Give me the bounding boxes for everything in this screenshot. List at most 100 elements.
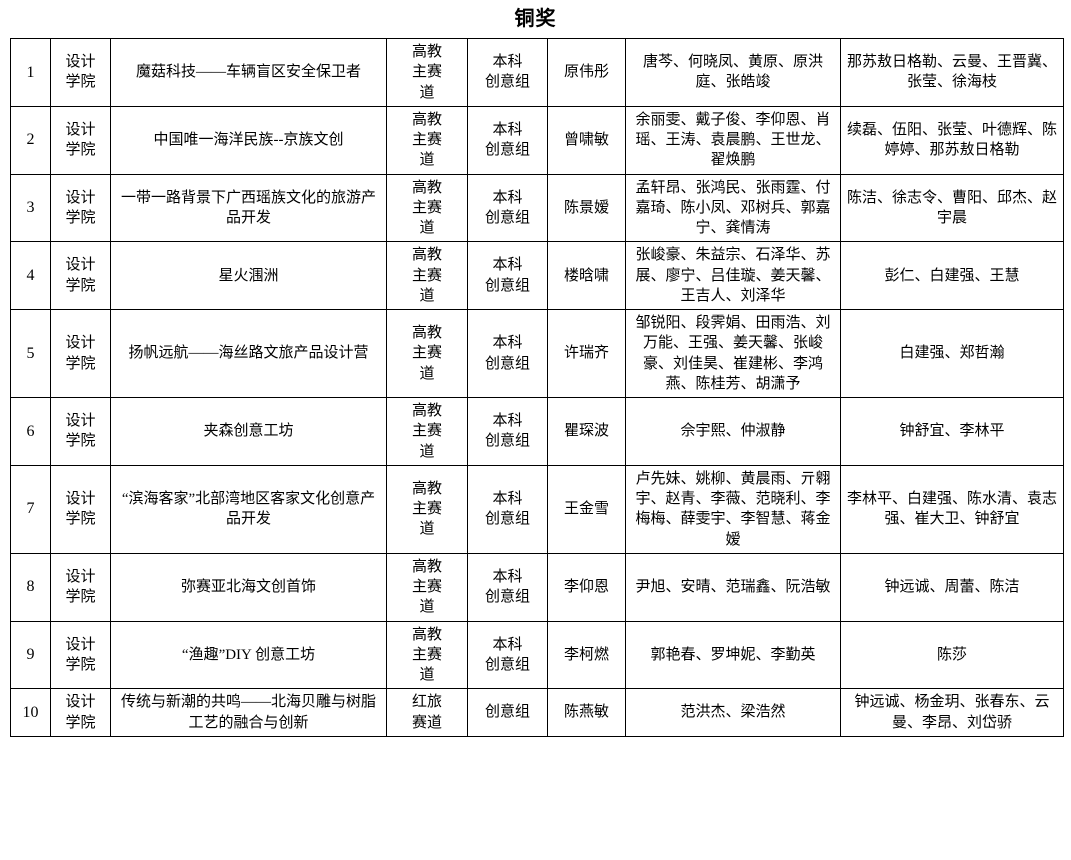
table-row: 3 设计 学院 一带一路背景下广西瑶族文化的旅游产品开发 高教 主赛道本科 创意组 陈景嫒 孟轩… [10,173,1064,243]
cell-line: 创意组 [484,589,530,606]
cell-college: 设计 学院 [50,397,111,466]
cell-project: 一带一路背景下广西瑶族文化的旅游产品开发 [110,173,387,243]
cell-line: 高教 [411,558,442,575]
cell-college: 设计 学院 [50,173,111,243]
cell-leader: 原伟彤 [547,38,626,107]
cell-leader: 王金雪 [547,464,626,554]
cell-line: 本科 [492,121,523,138]
cell-index: 9 [10,620,51,690]
cell-line: 高教 [411,480,442,497]
cell-advisor: 那苏敖日格勒、云曼、王晋冀、张莹、徐海枝 [840,38,1064,107]
cell-line: 创意组 [484,656,530,673]
cell-project: 中国唯一海洋民族--京族文创 [110,105,387,175]
cell-line: 道 [419,521,435,538]
cell-line: 创意组 [484,277,530,294]
cell-line: 设计 [65,257,96,274]
cell-line: 主赛 [411,64,442,81]
table-row: 4 设计 学院 星火涠洲 高教 主赛道本科 创意组 楼晗啸 张峻豪、朱益宗、石泽华、苏展、廖宁、… [10,241,1064,310]
cell-line: 学院 [65,714,96,731]
cell-index: 5 [10,309,51,398]
cell-college: 设计 学院 [50,241,111,310]
cell-line: 本科 [492,335,523,352]
cell-line: 学院 [65,433,96,450]
cell-line: 学院 [65,656,96,673]
cell-leader: 陈燕敏 [547,688,626,737]
cell-line: 红旅 [411,694,442,711]
cell-line: 主赛 [411,646,442,663]
cell-college: 设计 学院 [50,688,111,737]
cell-line: 学院 [65,74,96,91]
cell-line: 设计 [65,491,96,507]
cell-line: 本科 [492,491,523,507]
cell-line: 高教 [411,179,442,196]
cell-index: 7 [10,464,51,554]
cell-line: 设计 [65,335,96,352]
cell-line: 学院 [65,142,96,159]
table-row: 5 设计 学院 扬帆远航——海丝路文旅产品设计营 高教 主赛道本科 创意组 许瑞齐 邹锐阳、段霁… [10,309,1064,398]
award-table-body: 1 设计 学院 魔菇科技——车辆盲区安全保卫者 高教 主赛道本科 创意组 原伟彤 唐芩、何晓凤、… [10,38,1064,737]
cell-line: 本科 [492,636,523,653]
cell-members: 范洪杰、梁浩然 [625,688,841,737]
cell-members: 卢先妹、姚柳、黄晨雨、亓翱宇、赵青、李薇、范晓利、李梅梅、薛雯宇、李智慧、蒋金嫒 [625,464,841,554]
table-row: 8 设计 学院 弥赛亚北海文创首饰 高教 主赛道本科 创意组 李仰恩 尹旭、安晴、范瑞鑫、阮浩敏… [10,552,1064,622]
cell-college: 设计 学院 [50,464,111,554]
cell-advisor: 白建强、郑哲瀚 [840,309,1064,398]
cell-line: 本科 [492,257,523,274]
cell-college: 设计 学院 [50,38,111,107]
award-table-container: 1 设计 学院 魔菇科技——车辆盲区安全保卫者 高教 主赛道本科 创意组 原伟彤 唐芩、何晓凤、… [10,38,1064,737]
cell-track: 高教 主赛道 [386,105,468,175]
cell-line: 创意组 [484,433,530,450]
cell-line: 设计 [65,189,96,206]
cell-leader: 瞿琛波 [547,397,626,466]
cell-leader: 楼晗啸 [547,241,626,310]
cell-line: 创意组 [484,209,530,226]
cell-leader: 曾啸敏 [547,105,626,175]
cell-line: 主赛 [411,579,442,595]
cell-line: 高教 [411,44,442,60]
cell-line: 道 [419,152,435,169]
cell-advisor: 陈莎 [840,620,1064,690]
table-row: 6 设计 学院 夹森创意工坊 高教 主赛道本科 创意组 瞿琛波 佘宇熙、仲淑静 钟舒宜、李林平 [10,397,1064,466]
cell-track: 高教 主赛道 [386,38,468,107]
cell-advisor: 彭仁、白建强、王慧 [840,241,1064,310]
cell-line: 本科 [492,413,523,430]
cell-project: 星火涠洲 [110,241,387,310]
cell-index: 1 [10,38,51,107]
cell-line: 主赛 [411,501,442,518]
cell-line: 高教 [411,403,442,419]
cell-index: 3 [10,173,51,243]
cell-group: 本科 创意组 [467,38,548,107]
table-row: 9 设计 学院 “渔趣”DIY 创意工坊 高教 主赛道本科 创意组 李柯燃 郭艳春、罗坤妮、李勤… [10,620,1064,690]
cell-line: 高教 [411,111,442,128]
cell-line: 主赛 [411,132,442,148]
cell-project: 扬帆远航——海丝路文旅产品设计营 [110,309,387,398]
cell-index: 8 [10,552,51,622]
cell-track: 高教 主赛道 [386,552,468,622]
cell-line: 赛道 [411,714,442,731]
cell-line: 道 [419,84,435,101]
cell-line: 学院 [65,355,96,372]
cell-project: 传统与新潮的共鸣——北海贝雕与树脂工艺的融合与创新 [110,688,387,737]
cell-line: 道 [419,599,435,616]
cell-line: 道 [419,365,435,382]
cell-index: 10 [10,688,51,737]
cell-line: 道 [419,287,435,304]
cell-leader: 李柯燃 [547,620,626,690]
cell-index: 4 [10,241,51,310]
cell-leader: 陈景嫒 [547,173,626,243]
cell-group: 本科 创意组 [467,397,548,466]
cell-line: 创意组 [484,142,530,159]
cell-college: 设计 学院 [50,309,111,398]
cell-advisor: 李林平、白建强、陈水清、袁志强、崔大卫、钟舒宜 [840,464,1064,554]
cell-line: 学院 [65,589,96,606]
table-row: 1 设计 学院 魔菇科技——车辆盲区安全保卫者 高教 主赛道本科 创意组 原伟彤 唐芩、何晓凤、… [10,38,1064,107]
cell-line: 创意组 [484,355,530,372]
cell-track: 高教 主赛道 [386,309,468,398]
cell-project: 夹森创意工坊 [110,397,387,466]
award-table: 1 设计 学院 魔菇科技——车辆盲区安全保卫者 高教 主赛道本科 创意组 原伟彤 唐芩、何晓凤、… [10,38,1064,737]
cell-track: 高教 主赛道 [386,620,468,690]
cell-line: 学院 [65,277,96,294]
cell-index: 6 [10,397,51,466]
cell-line: 设计 [65,694,96,711]
cell-college: 设计 学院 [50,552,111,622]
